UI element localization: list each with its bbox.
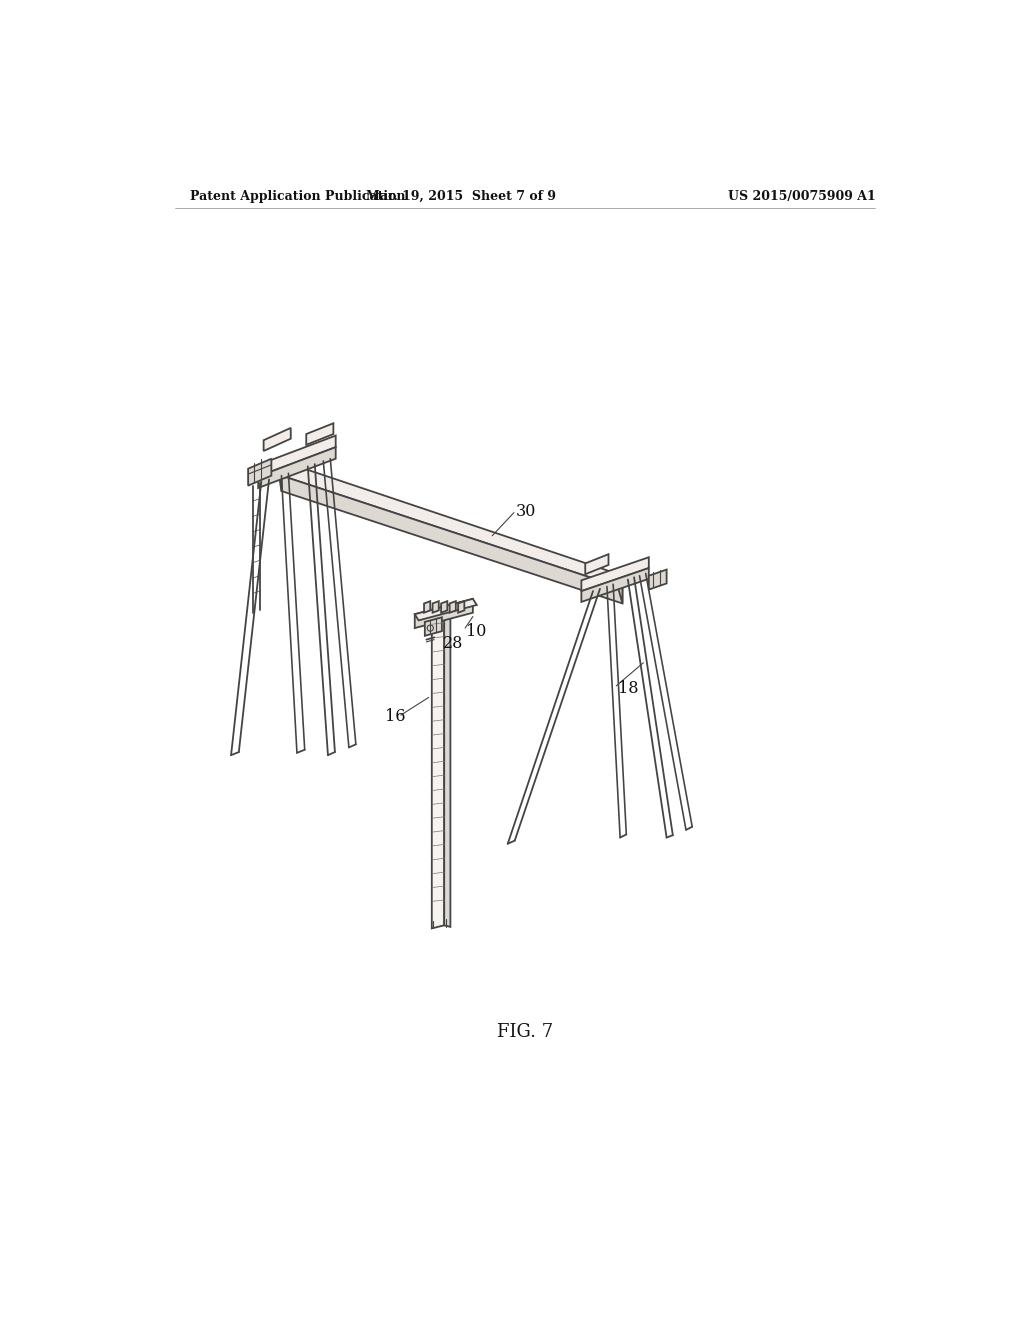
Polygon shape (624, 562, 646, 582)
Polygon shape (280, 461, 623, 589)
Text: 30: 30 (515, 503, 536, 520)
Text: Patent Application Publication: Patent Application Publication (190, 190, 406, 203)
Polygon shape (258, 436, 336, 477)
Polygon shape (282, 475, 623, 603)
Polygon shape (263, 428, 291, 451)
Polygon shape (415, 599, 473, 628)
Text: 10: 10 (466, 623, 486, 640)
Polygon shape (441, 601, 447, 612)
Polygon shape (432, 601, 438, 612)
Polygon shape (425, 618, 442, 636)
Polygon shape (586, 554, 608, 574)
Polygon shape (280, 461, 282, 491)
Polygon shape (649, 570, 667, 590)
Polygon shape (415, 599, 477, 620)
Text: 16: 16 (385, 708, 406, 725)
Polygon shape (444, 610, 451, 927)
Text: 18: 18 (617, 680, 638, 697)
Polygon shape (458, 601, 464, 612)
Polygon shape (258, 447, 336, 488)
Polygon shape (306, 424, 334, 445)
Text: US 2015/0075909 A1: US 2015/0075909 A1 (728, 190, 877, 203)
Text: 28: 28 (443, 635, 464, 652)
Polygon shape (582, 557, 649, 591)
Polygon shape (582, 568, 649, 602)
Polygon shape (618, 574, 623, 603)
Text: Mar. 19, 2015  Sheet 7 of 9: Mar. 19, 2015 Sheet 7 of 9 (367, 190, 556, 203)
Text: FIG. 7: FIG. 7 (497, 1023, 553, 1041)
Polygon shape (248, 459, 271, 486)
Polygon shape (432, 610, 444, 928)
Polygon shape (424, 601, 430, 612)
Polygon shape (450, 601, 456, 612)
